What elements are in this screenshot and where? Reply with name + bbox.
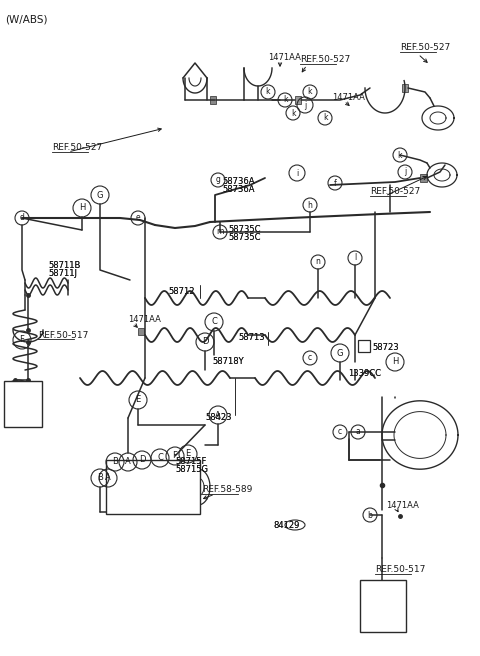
Text: 58736A: 58736A xyxy=(222,178,254,186)
Text: A: A xyxy=(105,474,111,483)
Text: b: b xyxy=(368,510,372,520)
Text: D: D xyxy=(139,455,145,464)
Text: 58712: 58712 xyxy=(168,287,194,297)
Text: k: k xyxy=(308,87,312,96)
Text: e: e xyxy=(136,213,140,222)
Text: a: a xyxy=(356,428,360,436)
Text: 58712: 58712 xyxy=(168,287,194,297)
Text: k: k xyxy=(291,108,295,117)
Text: F: F xyxy=(173,451,178,461)
Text: h: h xyxy=(308,201,312,209)
Text: 58736A: 58736A xyxy=(222,178,254,186)
Text: k: k xyxy=(323,113,327,123)
Text: 58713: 58713 xyxy=(238,333,264,342)
Text: c: c xyxy=(338,428,342,436)
Text: REF.50-527: REF.50-527 xyxy=(52,144,102,152)
Text: REF.50-527: REF.50-527 xyxy=(370,188,420,197)
Text: F: F xyxy=(20,335,24,344)
Bar xyxy=(420,174,427,182)
Text: k: k xyxy=(283,96,287,104)
FancyBboxPatch shape xyxy=(360,580,406,632)
Text: REF.58-589: REF.58-589 xyxy=(202,485,252,495)
Text: D: D xyxy=(202,337,208,346)
Text: 58711J: 58711J xyxy=(48,270,77,279)
Text: f: f xyxy=(334,178,336,188)
Text: g: g xyxy=(216,176,220,184)
Text: 58735C: 58735C xyxy=(228,226,261,234)
Text: 58711B: 58711B xyxy=(48,262,80,270)
Text: 58735C: 58735C xyxy=(228,234,261,243)
Text: (W/ABS): (W/ABS) xyxy=(5,14,48,24)
Text: H: H xyxy=(392,358,398,367)
Text: k: k xyxy=(266,87,270,96)
Text: 58715F: 58715F xyxy=(175,457,206,466)
Text: 58423: 58423 xyxy=(205,413,231,422)
Text: 84129: 84129 xyxy=(273,520,300,529)
Text: E: E xyxy=(185,449,191,459)
Text: j: j xyxy=(404,167,406,176)
Text: 58715G: 58715G xyxy=(175,466,208,474)
Text: k: k xyxy=(398,150,402,159)
Text: B: B xyxy=(97,474,103,483)
Bar xyxy=(295,96,301,104)
Text: 58715F: 58715F xyxy=(175,457,206,466)
Text: 1471AA: 1471AA xyxy=(386,501,419,510)
FancyBboxPatch shape xyxy=(106,460,200,514)
Text: H: H xyxy=(79,203,85,213)
Text: 58735C: 58735C xyxy=(228,234,261,243)
Text: G: G xyxy=(97,190,103,199)
Text: 58713: 58713 xyxy=(238,333,264,342)
Text: 1471AA: 1471AA xyxy=(128,316,161,325)
Bar xyxy=(358,340,370,352)
Text: 58423: 58423 xyxy=(205,413,231,422)
Text: c: c xyxy=(308,354,312,363)
Text: i: i xyxy=(296,169,298,178)
FancyBboxPatch shape xyxy=(4,381,42,427)
Text: B: B xyxy=(112,457,118,466)
Text: 58736A: 58736A xyxy=(222,186,254,194)
Text: n: n xyxy=(315,258,321,266)
Text: A: A xyxy=(125,457,131,466)
Text: REF.50-527: REF.50-527 xyxy=(400,43,450,52)
Text: C: C xyxy=(157,453,163,462)
Text: 1471AA: 1471AA xyxy=(268,52,301,62)
Text: 58718Y: 58718Y xyxy=(212,358,244,367)
Text: 58718Y: 58718Y xyxy=(212,358,244,367)
Text: REF.50-517: REF.50-517 xyxy=(375,565,425,575)
Text: j: j xyxy=(304,100,306,110)
Text: E: E xyxy=(135,396,141,405)
Text: 58711B: 58711B xyxy=(48,262,80,270)
Text: 58723: 58723 xyxy=(372,344,398,352)
Text: 58723: 58723 xyxy=(372,344,398,352)
Bar xyxy=(210,96,216,104)
Bar xyxy=(138,328,144,335)
Text: 1339CC: 1339CC xyxy=(348,369,381,379)
Bar xyxy=(402,84,408,92)
Text: REF.50-517: REF.50-517 xyxy=(38,331,88,340)
Text: d: d xyxy=(20,213,24,222)
Text: A: A xyxy=(215,411,221,419)
Text: 58735C: 58735C xyxy=(228,226,261,234)
Text: 84129: 84129 xyxy=(273,520,300,529)
Text: 58715G: 58715G xyxy=(175,466,208,474)
Text: 1471AA: 1471AA xyxy=(332,94,365,102)
Text: REF.50-527: REF.50-527 xyxy=(300,56,350,64)
Text: G: G xyxy=(337,348,343,358)
Text: C: C xyxy=(211,318,217,327)
Text: l: l xyxy=(354,253,356,262)
Text: 58736A: 58736A xyxy=(222,186,254,194)
Text: 58711J: 58711J xyxy=(48,270,77,279)
Text: 1339CC: 1339CC xyxy=(348,369,381,379)
Text: m: m xyxy=(216,228,224,237)
